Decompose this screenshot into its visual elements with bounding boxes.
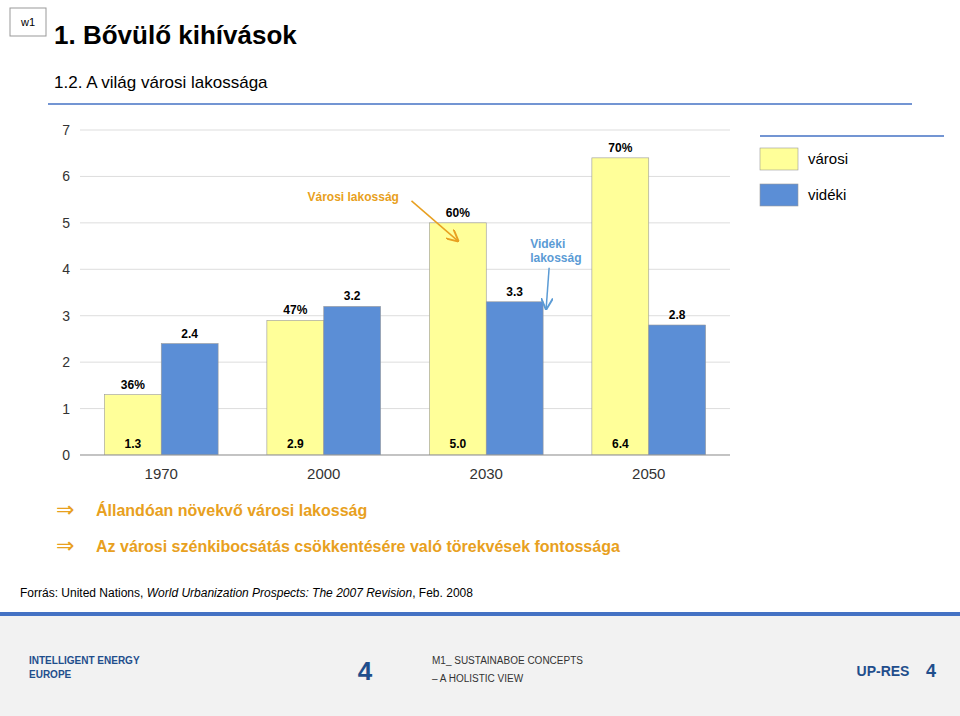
subtitle: 1.2. A világ városi lakossága	[54, 73, 268, 92]
title: 1. Bővülő kihívások	[54, 20, 297, 50]
x-tick-label: 2050	[632, 465, 665, 482]
legend-rule	[760, 135, 944, 137]
bar	[161, 344, 218, 455]
x-tick-label: 2000	[307, 465, 340, 482]
text-line: Vidéki	[530, 237, 565, 251]
bar	[486, 302, 543, 455]
badge-box	[10, 8, 46, 36]
y-tick-label: 2	[62, 354, 70, 370]
badge: w1	[20, 16, 35, 28]
text-line: – A HOLISTIC VIEW	[432, 673, 524, 684]
footer-text: UP-RES	[857, 663, 910, 679]
text-line: M1_ SUSTAINABOE CONCEPTS	[432, 655, 583, 666]
grid-line	[80, 455, 730, 456]
bullet-text: Állandóan növekvő városi lakosság	[96, 501, 367, 519]
share-label: 36%	[121, 378, 145, 392]
legend: városi vidéki	[760, 136, 944, 206]
share-label: 47%	[283, 303, 307, 317]
source: Forrás: United Nations, World Urbanizati…	[20, 586, 473, 600]
legend-swatch	[760, 148, 798, 170]
header-rule	[48, 103, 912, 105]
data-label: 6.4	[612, 437, 629, 451]
bar	[324, 306, 381, 455]
data-label: 2.9	[287, 437, 304, 451]
footer-text: – A HOLISTIC VIEW	[432, 673, 524, 684]
annotation: Vidékilakosság	[530, 237, 581, 309]
footer-text: 4	[358, 656, 373, 686]
x-tick-label: 2030	[470, 465, 503, 482]
y-tick-label: 6	[62, 168, 70, 184]
text-line: 4	[926, 661, 936, 681]
grid	[80, 130, 730, 455]
x-tick-label: 1970	[145, 465, 178, 482]
legend-swatch	[760, 184, 798, 206]
bullet-symbol: ⇒	[56, 497, 74, 522]
footer-text: M1_ SUSTAINABOE CONCEPTS	[432, 655, 583, 666]
text-line: INTELLIGENT ENERGY	[29, 655, 140, 666]
data-label: 5.0	[449, 437, 466, 451]
y-tick-label: 3	[62, 308, 70, 324]
footer-band	[0, 612, 960, 716]
footer-text: 4	[926, 661, 936, 681]
legend-entry: vidéki	[808, 186, 846, 203]
bullet-text: Az városi szénkibocsátás csökkentésére v…	[96, 538, 620, 555]
data-label: 1.3	[124, 437, 141, 451]
source-part: , Feb. 2008	[412, 586, 473, 600]
bar	[649, 325, 706, 455]
source-part: World Urbanization Prospects: The 2007 R…	[147, 586, 413, 600]
x-axis-line	[80, 455, 730, 456]
source-part: Forrás: United Nations,	[20, 586, 147, 600]
y-tick-label: 7	[62, 122, 70, 138]
text-line: EUROPE	[29, 669, 72, 680]
annotation-arrow	[412, 201, 458, 241]
bars	[104, 158, 705, 455]
share-label: 70%	[608, 141, 632, 155]
footer-text: INTELLIGENT ENERGY EUROPE	[29, 655, 140, 680]
bullet-symbol: ⇒	[56, 533, 74, 558]
text-line: lakosság	[530, 251, 581, 265]
data-labels: 1.3 36% 2.9 47% 5.0 60% 6.4 70% 2.4 3.2 3.3 2.8	[121, 141, 686, 451]
annotation: Városi lakosság	[308, 190, 458, 241]
data-label: 2.4	[181, 327, 198, 341]
annotation-text: Városi lakosság	[308, 190, 399, 204]
y-tick-label: 1	[62, 401, 70, 417]
bar	[104, 395, 161, 455]
text-line: 4	[358, 656, 373, 686]
footer-stripe	[0, 612, 960, 616]
data-label: 3.3	[506, 285, 523, 299]
y-tick-label: 4	[62, 261, 70, 277]
legend-entry: városi	[808, 150, 848, 167]
y-tick-label: 0	[62, 447, 70, 463]
annotation-text: Vidékilakosság	[530, 237, 581, 265]
y-tick-label: 5	[62, 215, 70, 231]
bar	[429, 223, 486, 455]
bar	[592, 158, 649, 455]
chart: w1 1. Bővülő kihívások 1.2. A világ városi…	[0, 0, 960, 716]
share-label: 60%	[446, 206, 470, 220]
annotation-arrow	[546, 268, 549, 309]
data-label: 3.2	[344, 289, 361, 303]
bar	[267, 320, 324, 455]
data-label: 2.8	[669, 308, 686, 322]
text-line: UP-RES	[857, 663, 910, 679]
grid-line	[80, 130, 730, 131]
